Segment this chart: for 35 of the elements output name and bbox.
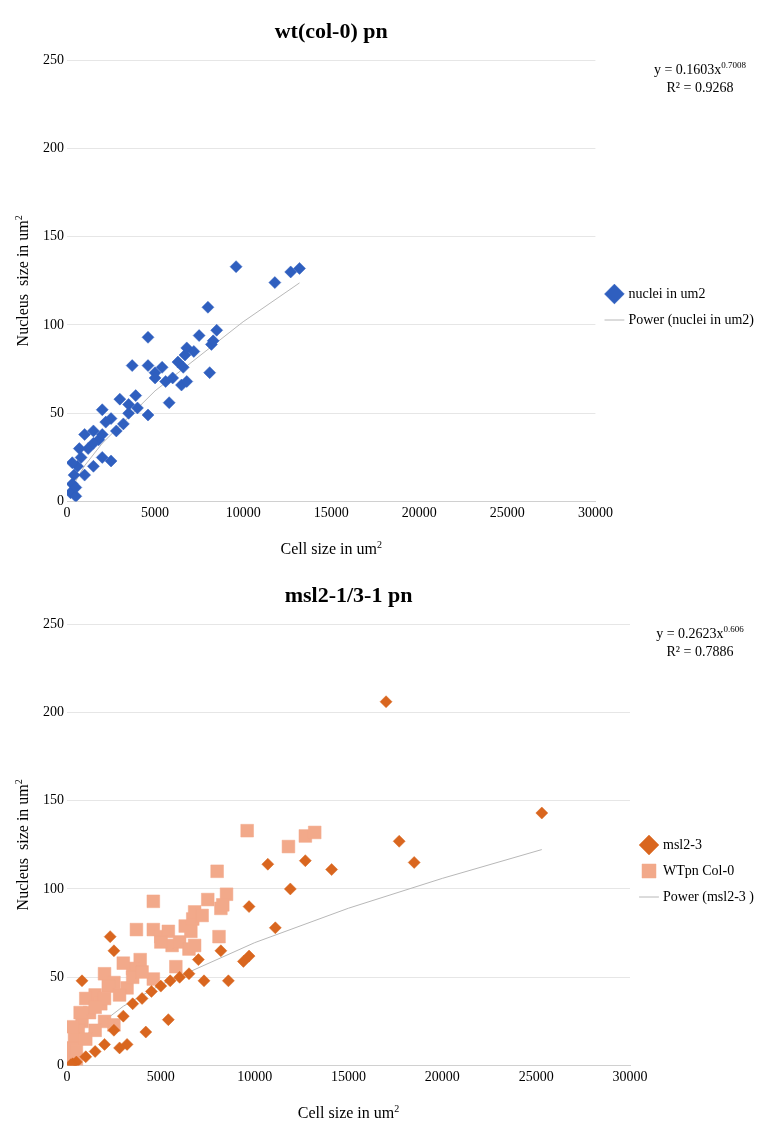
legend-label: msl2-3	[663, 836, 702, 852]
x-tick-label: 25000	[489, 504, 525, 520]
y-tick-label: 250	[43, 51, 64, 67]
x-tick-label: 10000	[225, 504, 261, 520]
x-tick-label: 15000	[331, 1068, 367, 1084]
y-tick-label: 0	[57, 493, 64, 509]
y-tick-label: 200	[43, 703, 64, 719]
y-tick-label: 0	[57, 1057, 64, 1073]
y-tick-label: 100	[43, 316, 64, 332]
x-tick-label: 5000	[146, 1068, 175, 1084]
y-tick-label: 250	[43, 615, 64, 631]
x-tick-label: 10000	[237, 1068, 273, 1084]
x-tick-label: 5000	[141, 504, 170, 520]
legend-label: nuclei in um2	[628, 285, 706, 301]
y-tick-label: 50	[50, 404, 64, 420]
x-tick-label: 25000	[518, 1068, 554, 1084]
text: R² = 0.9268	[666, 80, 734, 95]
legend-label: Power (nuclei in um2)	[628, 311, 755, 328]
x-tick-label: 30000	[612, 1068, 648, 1084]
x-tick-label: 30000	[577, 504, 613, 520]
y-axis-title: Nucleus size in um2	[12, 215, 31, 347]
chart-title: wt(col-0) pn	[274, 18, 388, 43]
y-tick-label: 200	[43, 139, 64, 155]
chart-title: msl2-1/3-1 pn	[284, 582, 413, 607]
x-tick-label: 20000	[424, 1068, 460, 1084]
y-axis-title: Nucleus size in um2	[12, 779, 31, 911]
x-tick-label: 15000	[313, 504, 349, 520]
text: R² = 0.7886	[666, 644, 734, 659]
y-tick-label: 50	[50, 968, 64, 984]
y-tick-label: 150	[43, 792, 64, 808]
x-tick-label: 20000	[401, 504, 437, 520]
y-tick-label: 150	[43, 228, 64, 244]
y-tick-label: 100	[43, 880, 64, 896]
legend-label: WTpn Col-0	[663, 862, 735, 878]
legend-label: Power (msl2-3 )	[663, 888, 755, 905]
